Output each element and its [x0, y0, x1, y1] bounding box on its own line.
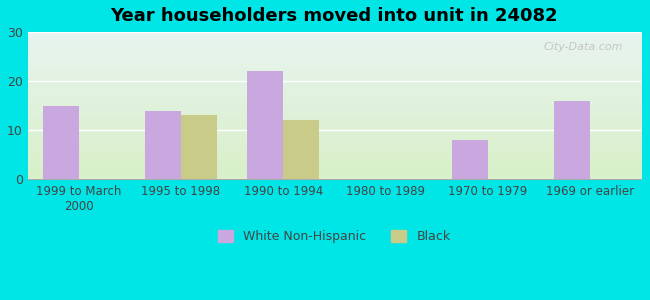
Bar — [452, 140, 488, 179]
Text: City-Data.com: City-Data.com — [543, 42, 623, 52]
Bar — [554, 101, 590, 179]
Title: Year householders moved into unit in 24082: Year householders moved into unit in 240… — [111, 7, 558, 25]
Bar — [283, 120, 319, 179]
Bar — [145, 110, 181, 179]
Bar — [43, 106, 79, 179]
Bar — [181, 116, 217, 179]
Legend: White Non-Hispanic, Black: White Non-Hispanic, Black — [212, 224, 457, 249]
Bar — [248, 71, 283, 179]
